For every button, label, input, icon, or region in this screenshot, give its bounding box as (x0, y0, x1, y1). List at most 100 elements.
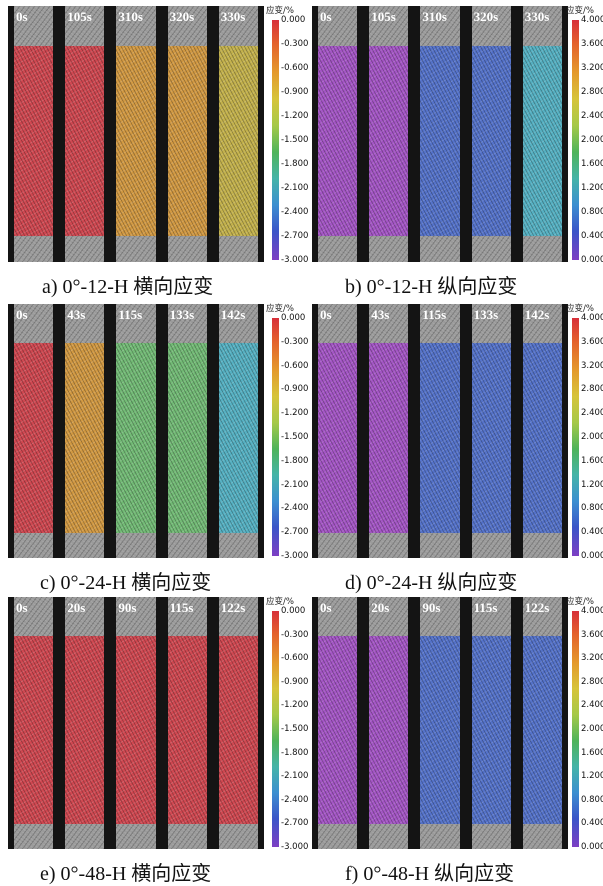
specimen-image (167, 6, 207, 262)
colorbar-tick-label: -0.600 (281, 360, 309, 371)
specimen-image (65, 6, 105, 262)
time-label: 133s (169, 307, 195, 322)
specimen-image (369, 6, 409, 262)
specimen-image (218, 304, 258, 558)
strain-field-overlay (318, 46, 358, 236)
colorbar-title: 应变/% (566, 6, 594, 16)
strain-field-overlay (167, 343, 207, 533)
time-label: 43s (371, 307, 390, 322)
strain-field-overlay (471, 343, 511, 533)
colorbar-tick-label: -2.100 (281, 771, 309, 782)
strain-field-overlay (14, 46, 54, 236)
specimen-image (420, 304, 460, 558)
colorbar-tick-label: -1.200 (281, 408, 309, 419)
time-label: 122s (220, 600, 246, 615)
colorbar-tick-label: -1.500 (281, 724, 309, 734)
specimen-photo-strip: 0s 20s 90s 115s 122s (8, 597, 264, 849)
strain-field-overlay (522, 343, 562, 533)
time-label: 0s (16, 9, 28, 24)
colorbar-tick-label: -2.700 (281, 231, 309, 241)
strain-field-overlay (218, 343, 258, 533)
time-label: 115s (422, 307, 447, 322)
colorbar-title: 应变/% (566, 597, 594, 607)
strain-field-overlay (369, 343, 409, 533)
colorbar-title: 应变/% (566, 304, 594, 314)
colorbar-tick-label: 0.000 (581, 255, 603, 265)
specimen-image (218, 597, 258, 849)
colorbar-tick-label: -2.400 (281, 207, 309, 217)
specimen-image (522, 597, 562, 849)
colorbar-tick-label: 3.200 (581, 63, 603, 73)
colorbar-tick-label: 3.200 (581, 360, 603, 371)
strain-field-overlay (116, 343, 156, 533)
colorbar-tick-label: -1.800 (281, 455, 309, 466)
colorbar-tick-label: -3.000 (281, 255, 309, 265)
strain-field-overlay (116, 46, 156, 236)
colorbar-tick-label: -2.100 (281, 183, 309, 193)
specimen-image (14, 304, 54, 558)
strain-field-overlay (522, 46, 562, 236)
strain-field-overlay (65, 46, 105, 236)
colorbar-tick-label: 0.800 (581, 503, 603, 514)
time-label: 43s (67, 307, 86, 322)
colorbar-tick-label: 3.600 (581, 336, 603, 347)
specimen-photo-strip: 0s 43s 115s 133s 142s (312, 304, 568, 558)
colorbar-tick-label: 1.200 (581, 771, 603, 782)
specimen-image (167, 304, 207, 558)
colorbar-tick-label: -0.900 (281, 87, 309, 97)
strain-field-overlay (65, 343, 105, 533)
time-label: 105s (371, 9, 396, 24)
colorbar-tick-label: 0.000 (281, 313, 306, 323)
colorbar-tick-label: -1.800 (281, 747, 309, 758)
strain-field-overlay (369, 46, 409, 236)
colorbar-tick-label: -0.900 (281, 676, 309, 687)
colorbar-tick-label: -1.500 (281, 432, 309, 442)
colorbar-tick-label: 0.400 (581, 231, 603, 241)
colorbar-tick-label: 0.000 (581, 842, 603, 852)
colorbar-tick-label: 4.000 (581, 606, 603, 616)
colorbar-tick-label: -0.300 (281, 629, 309, 640)
colorbar-tick-label: -2.400 (281, 503, 309, 514)
specimen-image (65, 304, 105, 558)
time-label: 115s (473, 600, 498, 615)
colorbar-tick-label: 0.800 (581, 794, 603, 805)
colorbar (272, 611, 279, 847)
colorbar-title: 应变/% (266, 597, 294, 607)
colorbar-tick-label: 2.400 (581, 111, 603, 121)
strain-field-overlay (318, 636, 358, 824)
specimen-image (318, 6, 358, 262)
time-label: 90s (422, 600, 441, 615)
colorbar-tick-label: 2.000 (581, 432, 603, 442)
specimen-image (65, 597, 105, 849)
time-label: 310s (118, 9, 143, 24)
colorbar-title: 应变/% (266, 6, 294, 16)
strain-field-overlay (14, 343, 54, 533)
colorbar-tick-label: 1.600 (581, 747, 603, 758)
colorbar-tick-label: 0.800 (581, 207, 603, 217)
colorbar-tick-label: -1.200 (281, 700, 309, 711)
specimen-image (218, 6, 258, 262)
colorbar-tick-label: 1.200 (581, 183, 603, 193)
panel-caption: a) 0°-12-H 横向应变 (42, 276, 214, 298)
colorbar-tick-label: 0.400 (581, 527, 603, 538)
specimen-photo-strip: 0s 43s 115s 133s 142s (8, 304, 264, 558)
colorbar-tick-label: -2.700 (281, 818, 309, 829)
time-label: 90s (118, 600, 137, 615)
colorbar (272, 318, 279, 556)
time-label: 105s (67, 9, 92, 24)
panel-caption: d) 0°-24-H 纵向应变 (345, 572, 518, 594)
time-label: 122s (524, 600, 550, 615)
colorbar-title: 应变/% (266, 304, 294, 314)
colorbar-tick-label: 2.800 (581, 384, 603, 395)
colorbar-tick-label: -1.500 (281, 135, 309, 145)
time-label: 20s (371, 600, 390, 615)
strain-field-overlay (522, 636, 562, 824)
specimen-photo-strip: 0s 105s 310s 320s 330s (312, 6, 568, 262)
strain-field-overlay (420, 636, 460, 824)
colorbar-tick-label: 4.000 (581, 313, 603, 323)
colorbar (272, 20, 279, 260)
colorbar-tick-label: 2.000 (581, 135, 603, 145)
colorbar (572, 611, 579, 847)
colorbar-tick-label: 3.600 (581, 39, 603, 49)
specimen-image (14, 597, 54, 849)
